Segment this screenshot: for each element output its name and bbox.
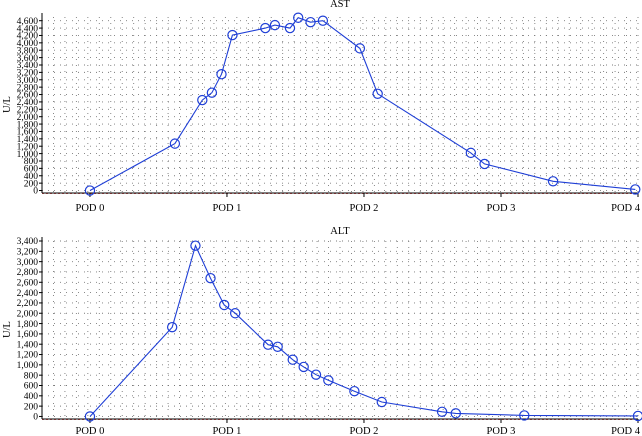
ast-x-tick-label: POD 0	[76, 203, 105, 214]
alt-chart: 02004006008001,0001,2001,4001,6001,8002,…	[2, 226, 642, 436]
ast-data-point	[547, 176, 559, 187]
ast-x-tick-label: POD 3	[487, 203, 516, 214]
ast-x-tick-label: POD 4	[611, 203, 641, 214]
ast-x-tick-label: POD 2	[350, 203, 379, 214]
ast-data-point	[630, 184, 641, 195]
ast-y-tick-label: 2,000	[17, 113, 39, 123]
alt-data-point	[84, 411, 96, 422]
alt-data-point	[436, 406, 448, 418]
ast-data-point	[227, 29, 238, 41]
alt-y-tick-label: 0	[33, 413, 38, 423]
ast-y-tick-label: 4,400	[17, 24, 39, 34]
alt-y-tick-label: 600	[24, 382, 39, 392]
ast-data-point	[354, 43, 366, 54]
ast-data-point	[317, 15, 329, 26]
alt-data-point	[219, 299, 230, 311]
alt-y-tick-label: 3,400	[17, 237, 39, 247]
ast-y-tick-label: 3,600	[17, 54, 39, 64]
alt-y-tick-label: 2,600	[17, 278, 39, 288]
ast-y-tick-label: 3,800	[17, 46, 39, 56]
alt-data-point	[229, 308, 241, 319]
alt-data-point	[262, 339, 274, 350]
alt-y-tick-label: 3,200	[17, 248, 39, 258]
ast-data-point	[260, 22, 271, 34]
alt-data-point	[450, 408, 461, 419]
ast-y-tick-label: 3,200	[17, 69, 39, 79]
ast-data-point	[169, 138, 181, 149]
alt-y-tick-label: 400	[24, 392, 39, 402]
ast-x-tick-label: POD 1	[213, 203, 242, 214]
ast-y-tick-label: 200	[24, 179, 39, 189]
alt-y-tick-label: 1,600	[17, 330, 39, 340]
alt-y-tick-label: 2,800	[17, 268, 39, 278]
ast-y-tick-label: 1,400	[17, 135, 39, 145]
ast-data-point	[197, 94, 208, 106]
alt-y-tick-label: 800	[24, 371, 39, 381]
ast-y-tick-label: 1,200	[17, 142, 39, 152]
ast-data-point	[216, 69, 227, 80]
ast-y-tick-label: 2,800	[17, 83, 39, 93]
ast-y-tick-label: 2,400	[17, 98, 39, 108]
alt-x-tick-label: POD 2	[350, 426, 379, 436]
alt-data-point	[298, 361, 309, 373]
ast-y-tick-label: 1,800	[17, 120, 39, 130]
alt-data-point	[376, 396, 387, 408]
alt-chart-title: ALT	[330, 226, 350, 237]
alt-x-tick-label: POD 4	[611, 426, 641, 436]
ast-series-line	[89, 17, 636, 191]
alt-data-point	[519, 410, 530, 421]
ast-chart: 02004006008001,0001,2001,4001,6001,8002,…	[2, 0, 641, 214]
alt-y-tick-label: 1,000	[17, 361, 39, 371]
ast-data-point	[84, 185, 96, 196]
ast-y-tick-label: 2,200	[17, 105, 39, 115]
alt-data-point	[190, 240, 201, 251]
alt-x-tick-label: POD 3	[487, 426, 516, 436]
alt-data-point	[166, 321, 178, 333]
ast-y-tick-label: 600	[24, 165, 39, 175]
ast-y-axis-label: U/L	[2, 96, 13, 113]
alt-y-tick-label: 1,200	[17, 351, 39, 361]
alt-data-point	[287, 354, 298, 365]
alt-data-point	[632, 410, 642, 422]
alt-data-point	[310, 369, 322, 380]
alt-y-axis-label: U/L	[2, 321, 13, 338]
ast-y-tick-label: 800	[24, 157, 39, 167]
alt-data-point	[205, 272, 216, 284]
ast-data-point	[206, 87, 218, 98]
alt-y-tick-label: 2,400	[17, 289, 39, 299]
alt-y-tick-label: 2,200	[17, 299, 39, 309]
alt-y-tick-label: 2,000	[17, 309, 39, 319]
ast-chart-title: AST	[330, 0, 350, 10]
alt-data-point	[272, 341, 283, 352]
ast-y-tick-label: 400	[24, 172, 39, 182]
ast-data-point	[372, 88, 383, 99]
ast-data-point	[269, 19, 281, 31]
ast-data-point	[305, 16, 316, 28]
ast-y-tick-label: 4,000	[17, 39, 39, 49]
alt-series-line	[89, 244, 639, 417]
alt-y-tick-label: 1,400	[17, 340, 39, 350]
ast-y-tick-label: 0	[33, 187, 38, 197]
ast-y-tick-label: 3,000	[17, 76, 39, 86]
ast-y-tick-label: 4,200	[17, 32, 39, 42]
alt-x-tick-label: POD 0	[76, 426, 105, 436]
ast-data-point	[465, 147, 477, 159]
alt-data-point	[323, 375, 334, 386]
ast-y-tick-label: 2,600	[17, 91, 39, 101]
ast-y-tick-label: 3,400	[17, 61, 39, 71]
ast-data-point	[293, 12, 304, 23]
ast-data-point	[479, 158, 490, 170]
ast-y-tick-label: 1,600	[17, 128, 39, 138]
alt-x-tick-label: POD 1	[213, 426, 242, 436]
alt-y-tick-label: 200	[24, 402, 39, 412]
ast-y-tick-label: 4,600	[17, 17, 39, 27]
alt-y-tick-label: 3,000	[17, 258, 39, 268]
ast-y-tick-label: 1,000	[17, 150, 39, 160]
alt-data-point	[349, 385, 360, 397]
alt-y-tick-label: 1,800	[17, 320, 39, 330]
ast-data-point	[284, 22, 296, 34]
